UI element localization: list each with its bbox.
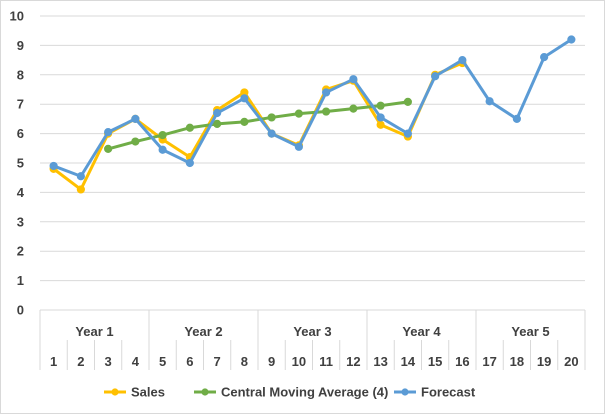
x-tick-label: 1 bbox=[50, 354, 57, 369]
data-point bbox=[267, 113, 276, 122]
x-tick-label: 19 bbox=[537, 354, 551, 369]
data-point bbox=[131, 114, 140, 124]
data-point bbox=[213, 119, 222, 128]
x-tick-label: 7 bbox=[214, 354, 221, 369]
x-tick-label: 8 bbox=[241, 354, 248, 369]
x-group-label: Year 1 bbox=[75, 324, 113, 339]
y-tick-label: 1 bbox=[17, 273, 24, 288]
y-tick-label: 9 bbox=[17, 38, 24, 53]
y-tick-label: 4 bbox=[17, 185, 25, 200]
x-tick-label: 2 bbox=[77, 354, 84, 369]
y-tick-label: 6 bbox=[17, 126, 24, 141]
x-tick-label: 9 bbox=[268, 354, 275, 369]
data-point bbox=[76, 185, 85, 194]
legend-entry: Forecast bbox=[394, 385, 476, 400]
x-tick-label: 6 bbox=[186, 354, 193, 369]
y-tick-label: 8 bbox=[17, 67, 24, 82]
x-tick-label: 17 bbox=[482, 354, 496, 369]
data-point bbox=[403, 97, 412, 106]
x-tick-label: 13 bbox=[373, 354, 387, 369]
plot-area bbox=[49, 35, 576, 194]
x-tick-label: 15 bbox=[428, 354, 442, 369]
data-point bbox=[158, 145, 167, 154]
data-point bbox=[267, 129, 276, 138]
x-group-label: Year 3 bbox=[293, 324, 331, 339]
data-point bbox=[131, 137, 140, 146]
data-point bbox=[322, 107, 331, 116]
x-tick-label: 4 bbox=[132, 354, 140, 369]
y-tick-label: 7 bbox=[17, 97, 24, 112]
x-tick-label: 11 bbox=[319, 354, 333, 369]
x-tick-label: 20 bbox=[564, 354, 578, 369]
data-point bbox=[349, 75, 358, 84]
data-point bbox=[540, 53, 549, 62]
y-tick-label: 2 bbox=[17, 244, 24, 259]
x-tick-label: 16 bbox=[455, 354, 469, 369]
legend-entry: Central Moving Average (4) bbox=[194, 385, 388, 400]
y-axis: 0 1 2 3 4 5 6 7 8 9 10 bbox=[10, 9, 25, 318]
data-point bbox=[376, 101, 385, 110]
data-point bbox=[294, 109, 303, 118]
legend-label: Sales bbox=[131, 385, 165, 400]
legend-swatch-marker bbox=[401, 388, 409, 396]
series-forecast bbox=[49, 35, 576, 181]
legend-label: Forecast bbox=[421, 385, 476, 400]
data-point bbox=[485, 97, 494, 106]
data-point bbox=[512, 114, 521, 124]
y-tick-label: 3 bbox=[17, 214, 24, 229]
data-point bbox=[104, 128, 113, 137]
x-tick-label: 14 bbox=[401, 354, 416, 369]
data-point bbox=[76, 172, 85, 181]
data-point bbox=[349, 104, 358, 113]
series-line bbox=[106, 100, 410, 151]
data-point bbox=[158, 130, 167, 140]
data-point bbox=[185, 123, 194, 132]
x-tick-label: 3 bbox=[105, 354, 112, 369]
data-point bbox=[49, 161, 58, 171]
legend: Sales Central Moving Average (4) Forecast bbox=[104, 385, 476, 400]
data-point bbox=[240, 117, 249, 126]
data-point bbox=[376, 113, 385, 122]
x-tick-label: 5 bbox=[159, 354, 166, 369]
legend-label: Central Moving Average (4) bbox=[221, 385, 388, 400]
gridlines bbox=[40, 15, 585, 311]
legend-entry: Sales bbox=[104, 385, 165, 400]
x-group-label: Year 5 bbox=[511, 324, 549, 339]
y-tick-label: 5 bbox=[17, 156, 24, 171]
data-point bbox=[104, 144, 113, 153]
data-point bbox=[240, 94, 249, 103]
x-tick-label: 10 bbox=[292, 354, 306, 369]
data-point bbox=[185, 158, 194, 168]
series-central-moving-average-4 bbox=[104, 97, 412, 153]
data-point bbox=[567, 35, 576, 44]
x-group-label: Year 4 bbox=[402, 324, 441, 339]
data-point bbox=[376, 120, 385, 129]
x-group-label: Year 2 bbox=[184, 324, 222, 339]
series-line bbox=[52, 38, 573, 178]
data-point bbox=[458, 56, 467, 65]
data-point bbox=[431, 72, 440, 81]
legend-swatch-marker bbox=[201, 388, 209, 396]
legend-swatch-marker bbox=[111, 388, 119, 396]
data-point bbox=[403, 129, 412, 138]
data-point bbox=[322, 88, 331, 97]
data-point bbox=[213, 108, 222, 118]
x-tick-label: 12 bbox=[346, 354, 360, 369]
data-point bbox=[294, 142, 303, 151]
y-tick-label: 10 bbox=[10, 9, 24, 24]
y-tick-label: 0 bbox=[17, 303, 24, 318]
x-tick-label: 18 bbox=[510, 354, 524, 369]
